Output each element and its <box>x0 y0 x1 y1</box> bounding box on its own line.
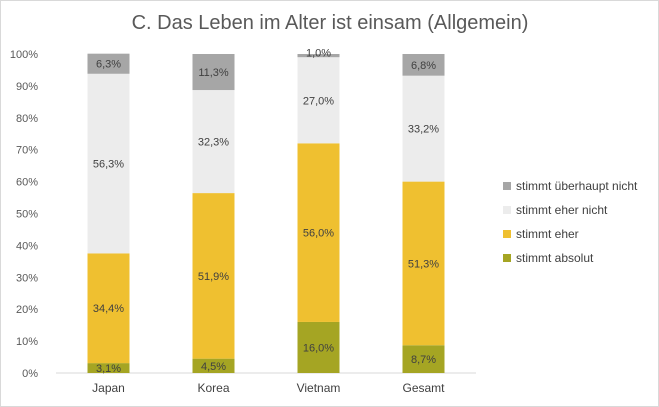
x-tick-label: Korea <box>197 381 229 395</box>
bar-segment <box>192 54 235 91</box>
bar-segment <box>87 73 130 254</box>
data-label: 51,3% <box>408 258 439 270</box>
legend: stimmt überhaupt nicht stimmt eher nicht s… <box>503 179 638 265</box>
legend-label: stimmt eher nicht <box>516 203 608 217</box>
data-label: 8,7% <box>411 354 436 366</box>
bar-segment <box>402 54 445 76</box>
y-tick-label: 50% <box>16 209 38 221</box>
legend-swatch <box>503 182 511 190</box>
legend-swatch <box>503 254 511 262</box>
bar-segment <box>402 345 445 373</box>
bar-segment <box>192 193 235 359</box>
legend-swatch <box>503 206 511 214</box>
data-label: 56,3% <box>93 159 124 171</box>
y-axis: 0% 10% 20% 30% 40% 50% 60% 70% 80% 90% 100% <box>10 49 38 380</box>
y-tick-label: 20% <box>16 304 38 316</box>
data-label: 51,9% <box>198 271 229 283</box>
y-tick-label: 0% <box>22 368 38 380</box>
x-axis: Japan Korea Vietnam Gesamt <box>92 381 445 395</box>
bars <box>87 53 445 373</box>
data-label: 27,0% <box>303 95 334 107</box>
data-label: 3,1% <box>96 363 121 375</box>
data-label: 34,4% <box>93 303 124 315</box>
y-tick-label: 90% <box>16 81 38 93</box>
bar-segment <box>297 143 340 322</box>
bar-segment <box>402 181 445 346</box>
legend-label: stimmt überhaupt nicht <box>516 179 638 193</box>
data-label: 6,8% <box>411 60 436 72</box>
data-label: 56,0% <box>303 228 334 240</box>
y-tick-label: 30% <box>16 272 38 284</box>
x-tick-label: Vietnam <box>297 381 341 395</box>
data-label: 32,3% <box>198 137 229 149</box>
legend-label: stimmt eher <box>516 227 579 241</box>
bar-segment <box>297 54 340 58</box>
y-tick-label: 40% <box>16 240 38 252</box>
bar-segment <box>192 358 235 373</box>
y-tick-label: 100% <box>10 49 38 61</box>
bar-segment <box>87 363 130 373</box>
data-label: 11,3% <box>198 67 229 79</box>
y-tick-label: 60% <box>16 177 38 189</box>
data-labels: 3,1% 34,4% 56,3% 6,3% 4,5% 51,9% 32,3% 11,3% 16,… <box>93 48 439 375</box>
chart-title: C. Das Leben im Alter ist einsam (Allgem… <box>132 12 529 34</box>
x-tick-label: Japan <box>92 381 125 395</box>
data-label: 6,3% <box>96 59 121 71</box>
x-tick-label: Gesamt <box>402 381 445 395</box>
y-tick-label: 80% <box>16 113 38 125</box>
data-label: 33,2% <box>408 124 439 136</box>
bar-segment <box>87 53 130 74</box>
y-tick-label: 10% <box>16 336 38 348</box>
bar-segment <box>402 75 445 182</box>
bar-segment <box>297 57 340 144</box>
legend-label: stimmt absolut <box>516 251 594 265</box>
data-label: 4,5% <box>201 361 226 373</box>
data-label: 16,0% <box>303 342 334 354</box>
data-label: 1,0% <box>306 48 331 60</box>
y-tick-label: 70% <box>16 145 38 157</box>
legend-swatch <box>503 230 511 238</box>
bar-segment <box>192 90 235 194</box>
bar-segment <box>87 253 130 364</box>
bar-segment <box>297 321 340 373</box>
